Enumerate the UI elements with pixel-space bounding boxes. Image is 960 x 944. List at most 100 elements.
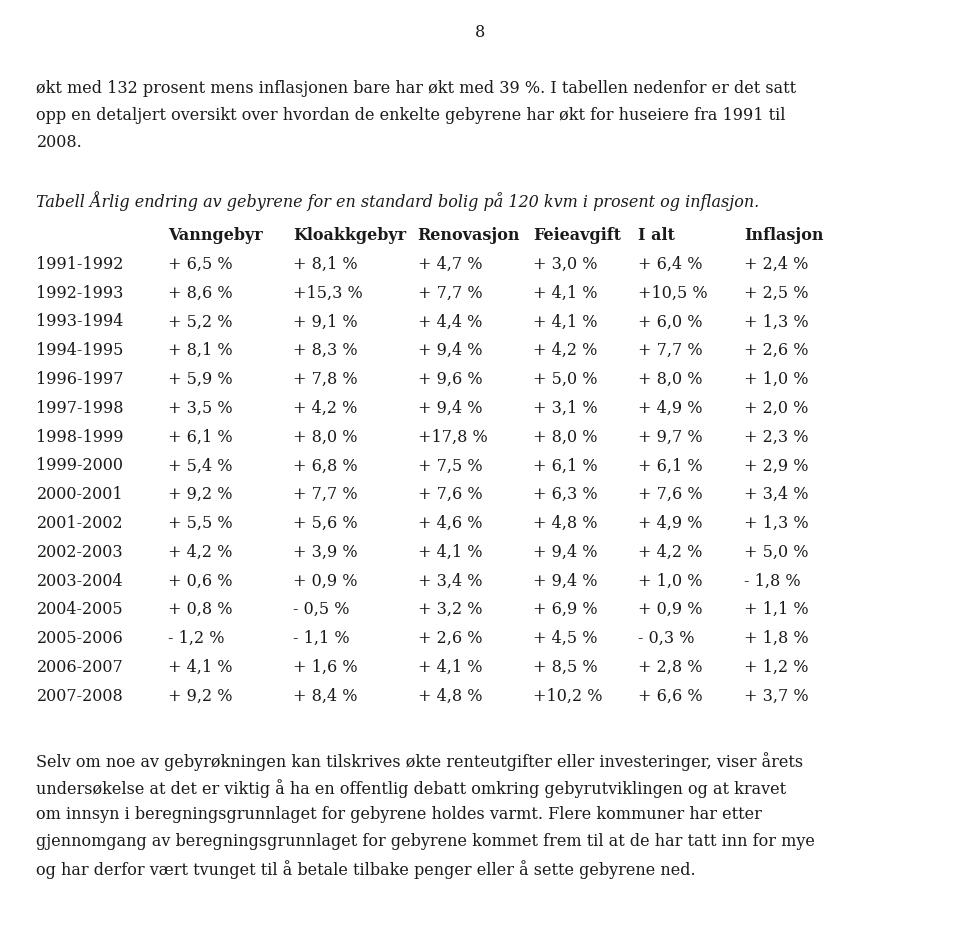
Text: - 1,1 %: - 1,1 % [293, 631, 349, 648]
Text: +10,5 %: +10,5 % [638, 285, 708, 302]
Text: + 1,3 %: + 1,3 % [744, 515, 808, 532]
Text: Feieavgift: Feieavgift [533, 228, 621, 244]
Text: + 0,9 %: + 0,9 % [638, 601, 703, 618]
Text: + 2,3 %: + 2,3 % [744, 429, 808, 446]
Text: + 1,1 %: + 1,1 % [744, 601, 808, 618]
Text: + 4,9 %: + 4,9 % [638, 515, 703, 532]
Text: + 4,2 %: + 4,2 % [638, 544, 703, 561]
Text: + 6,8 %: + 6,8 % [293, 458, 357, 475]
Text: om innsyn i beregningsgrunnlaget for gebyrene holdes varmt. Flere kommuner har e: om innsyn i beregningsgrunnlaget for geb… [36, 806, 762, 823]
Text: 1992-1993: 1992-1993 [36, 285, 124, 302]
Text: + 4,2 %: + 4,2 % [168, 544, 232, 561]
Text: Kloakkgebyr: Kloakkgebyr [293, 228, 406, 244]
Text: + 8,1 %: + 8,1 % [168, 343, 232, 360]
Text: opp en detaljert oversikt over hvordan de enkelte gebyrene har økt for huseiere : opp en detaljert oversikt over hvordan d… [36, 107, 786, 125]
Text: + 7,6 %: + 7,6 % [418, 486, 482, 503]
Text: + 7,7 %: + 7,7 % [638, 343, 703, 360]
Text: 2008.: 2008. [36, 134, 83, 151]
Text: + 8,4 %: + 8,4 % [293, 687, 357, 705]
Text: + 3,9 %: + 3,9 % [293, 544, 357, 561]
Text: + 4,8 %: + 4,8 % [418, 687, 482, 705]
Text: 2001-2002: 2001-2002 [36, 515, 123, 532]
Text: + 9,4 %: + 9,4 % [418, 343, 482, 360]
Text: 2003-2004: 2003-2004 [36, 572, 123, 590]
Text: + 4,1 %: + 4,1 % [418, 544, 482, 561]
Text: + 1,3 %: + 1,3 % [744, 313, 808, 330]
Text: 1998-1999: 1998-1999 [36, 429, 124, 446]
Text: 8: 8 [475, 24, 485, 41]
Text: + 7,6 %: + 7,6 % [638, 486, 703, 503]
Text: + 1,8 %: + 1,8 % [744, 631, 808, 648]
Text: + 4,1 %: + 4,1 % [168, 659, 232, 676]
Text: Selv om noe av gebyrøkningen kan tilskrives økte renteutgifter eller investering: Selv om noe av gebyrøkningen kan tilskri… [36, 752, 804, 771]
Text: Tabell Årlig endring av gebyrene for en standard bolig på 120 kvm i prosent og i: Tabell Årlig endring av gebyrene for en … [36, 191, 759, 211]
Text: + 5,0 %: + 5,0 % [533, 371, 597, 388]
Text: + 2,8 %: + 2,8 % [638, 659, 703, 676]
Text: + 2,4 %: + 2,4 % [744, 256, 808, 273]
Text: + 3,0 %: + 3,0 % [533, 256, 597, 273]
Text: + 7,8 %: + 7,8 % [293, 371, 357, 388]
Text: + 1,6 %: + 1,6 % [293, 659, 357, 676]
Text: + 5,9 %: + 5,9 % [168, 371, 232, 388]
Text: + 1,2 %: + 1,2 % [744, 659, 808, 676]
Text: + 2,9 %: + 2,9 % [744, 458, 808, 475]
Text: 2004-2005: 2004-2005 [36, 601, 123, 618]
Text: + 9,4 %: + 9,4 % [533, 544, 597, 561]
Text: + 3,1 %: + 3,1 % [533, 400, 597, 417]
Text: + 4,5 %: + 4,5 % [533, 631, 597, 648]
Text: + 1,0 %: + 1,0 % [638, 572, 703, 590]
Text: + 0,9 %: + 0,9 % [293, 572, 357, 590]
Text: + 4,7 %: + 4,7 % [418, 256, 482, 273]
Text: + 6,0 %: + 6,0 % [638, 313, 703, 330]
Text: + 5,4 %: + 5,4 % [168, 458, 232, 475]
Text: + 4,8 %: + 4,8 % [533, 515, 597, 532]
Text: + 6,6 %: + 6,6 % [638, 687, 703, 705]
Text: + 6,1 %: + 6,1 % [168, 429, 232, 446]
Text: + 6,4 %: + 6,4 % [638, 256, 703, 273]
Text: + 9,2 %: + 9,2 % [168, 486, 232, 503]
Text: + 2,6 %: + 2,6 % [418, 631, 482, 648]
Text: - 1,2 %: - 1,2 % [168, 631, 225, 648]
Text: + 8,1 %: + 8,1 % [293, 256, 357, 273]
Text: + 9,6 %: + 9,6 % [418, 371, 482, 388]
Text: + 4,1 %: + 4,1 % [533, 285, 597, 302]
Text: +15,3 %: +15,3 % [293, 285, 363, 302]
Text: + 4,9 %: + 4,9 % [638, 400, 703, 417]
Text: + 7,7 %: + 7,7 % [418, 285, 482, 302]
Text: 1994-1995: 1994-1995 [36, 343, 124, 360]
Text: + 9,2 %: + 9,2 % [168, 687, 232, 705]
Text: +10,2 %: +10,2 % [533, 687, 602, 705]
Text: + 5,5 %: + 5,5 % [168, 515, 232, 532]
Text: + 6,5 %: + 6,5 % [168, 256, 232, 273]
Text: + 8,3 %: + 8,3 % [293, 343, 357, 360]
Text: + 8,0 %: + 8,0 % [293, 429, 357, 446]
Text: + 3,2 %: + 3,2 % [418, 601, 482, 618]
Text: undersøkelse at det er viktig å ha en offentlig debatt omkring gebyrutviklingen : undersøkelse at det er viktig å ha en of… [36, 780, 786, 799]
Text: 2002-2003: 2002-2003 [36, 544, 123, 561]
Text: + 2,5 %: + 2,5 % [744, 285, 808, 302]
Text: +17,8 %: +17,8 % [418, 429, 488, 446]
Text: + 9,4 %: + 9,4 % [533, 572, 597, 590]
Text: Vanngebyr: Vanngebyr [168, 228, 263, 244]
Text: + 9,1 %: + 9,1 % [293, 313, 357, 330]
Text: + 3,4 %: + 3,4 % [744, 486, 808, 503]
Text: og har derfor vært tvunget til å betale tilbake penger eller å sette gebyrene ne: og har derfor vært tvunget til å betale … [36, 860, 696, 879]
Text: + 9,7 %: + 9,7 % [638, 429, 703, 446]
Text: 1991-1992: 1991-1992 [36, 256, 124, 273]
Text: + 8,5 %: + 8,5 % [533, 659, 597, 676]
Text: + 8,6 %: + 8,6 % [168, 285, 232, 302]
Text: + 2,0 %: + 2,0 % [744, 400, 808, 417]
Text: 1999-2000: 1999-2000 [36, 458, 124, 475]
Text: + 8,0 %: + 8,0 % [638, 371, 703, 388]
Text: + 4,2 %: + 4,2 % [293, 400, 357, 417]
Text: + 4,6 %: + 4,6 % [418, 515, 482, 532]
Text: 1993-1994: 1993-1994 [36, 313, 124, 330]
Text: + 4,1 %: + 4,1 % [533, 313, 597, 330]
Text: 2005-2006: 2005-2006 [36, 631, 123, 648]
Text: - 1,8 %: - 1,8 % [744, 572, 801, 590]
Text: + 0,8 %: + 0,8 % [168, 601, 232, 618]
Text: + 7,7 %: + 7,7 % [293, 486, 357, 503]
Text: økt med 132 prosent mens inflasjonen bare har økt med 39 %. I tabellen nedenfor : økt med 132 prosent mens inflasjonen bar… [36, 80, 797, 97]
Text: + 6,1 %: + 6,1 % [533, 458, 597, 475]
Text: + 7,5 %: + 7,5 % [418, 458, 482, 475]
